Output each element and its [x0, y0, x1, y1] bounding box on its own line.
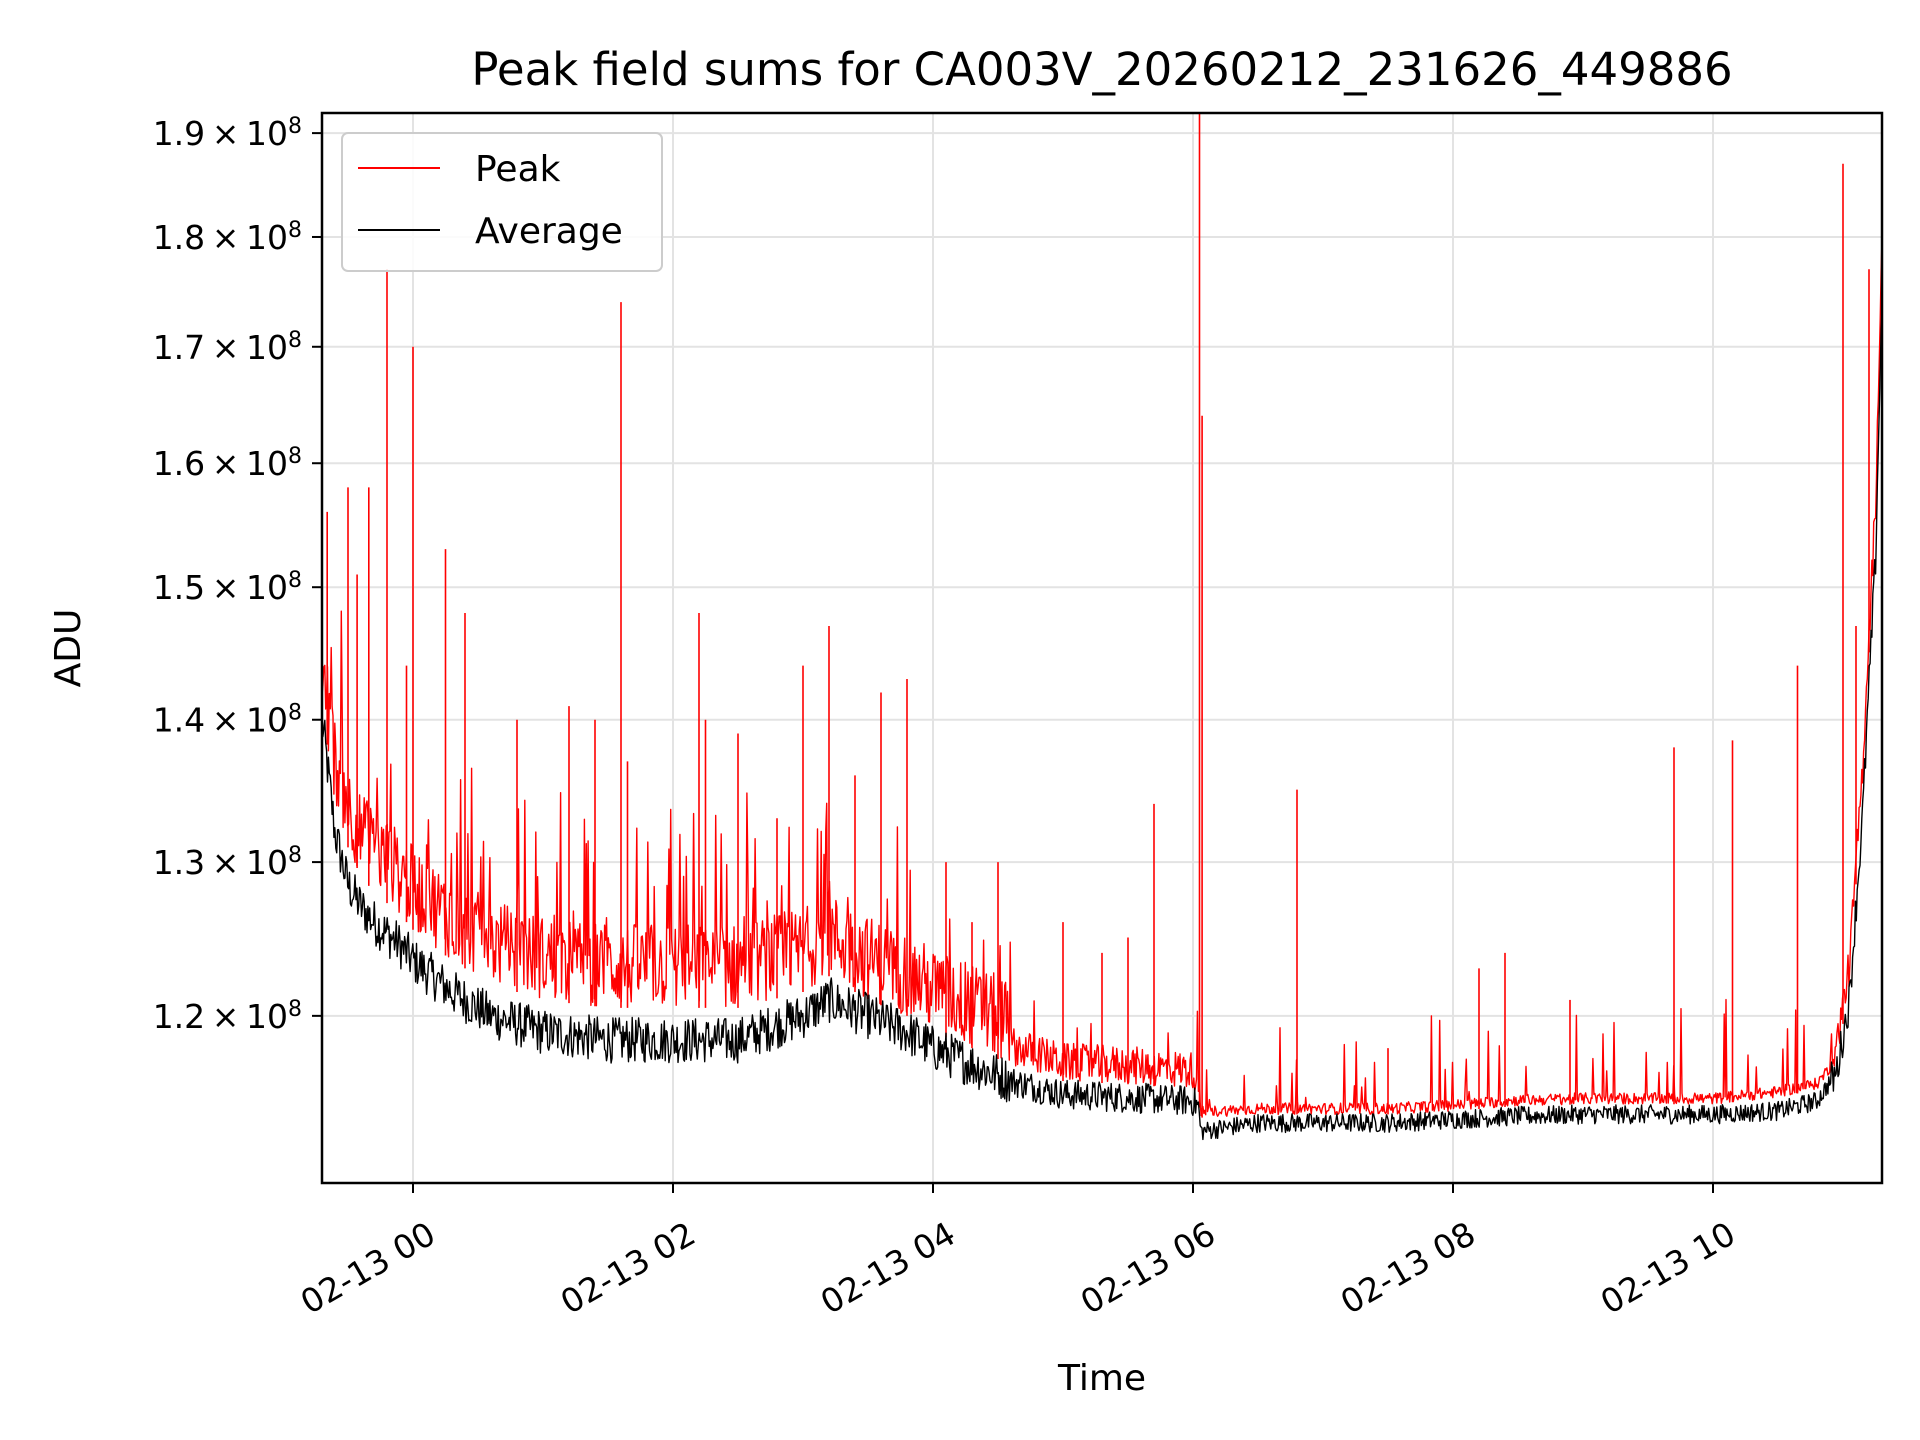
legend: Peak Average	[341, 132, 663, 272]
y-tick-label: 1.3 × 108	[153, 843, 302, 883]
y-axis-ticks: 1.2 × 108 1.3 × 108 1.4 × 108 1.5 × 108 1.6 …	[153, 114, 322, 1036]
x-tick-label: 02-13 10	[1594, 1214, 1742, 1322]
x-tick-label: 02-13 02	[554, 1214, 702, 1322]
y-tick-label: 1.7 × 108	[153, 327, 302, 367]
y-tick-label: 1.9 × 108	[153, 114, 302, 154]
grid	[322, 113, 1882, 1183]
x-tick-label: 02-13 08	[1334, 1214, 1482, 1322]
y-tick-label: 1.6 × 108	[153, 444, 302, 484]
legend-peak-label: Peak	[475, 149, 561, 190]
y-axis-label: ADU	[48, 609, 89, 688]
legend-average-label: Average	[475, 211, 623, 252]
x-tick-label: 02-13 00	[294, 1214, 442, 1322]
y-tick-label: 1.8 × 108	[153, 217, 302, 257]
x-axis-label: Time	[1057, 1358, 1146, 1399]
x-tick-label: 02-13 06	[1074, 1214, 1222, 1322]
axes-frame	[320, 111, 1884, 1185]
y-tick-label: 1.2 × 108	[153, 996, 302, 1036]
x-axis-ticks: 02-13 00 02-13 02 02-13 04 02-13 06 02-13 08…	[294, 1183, 1742, 1322]
y-tick-label: 1.4 × 108	[153, 700, 302, 740]
average-series-line	[321, 310, 1883, 1141]
plot-area	[321, 113, 1883, 1141]
chart-title: Peak field sums for CA003V_20260212_2316…	[471, 43, 1732, 96]
x-tick-label: 02-13 04	[814, 1214, 962, 1322]
y-tick-label: 1.5 × 108	[153, 568, 302, 608]
